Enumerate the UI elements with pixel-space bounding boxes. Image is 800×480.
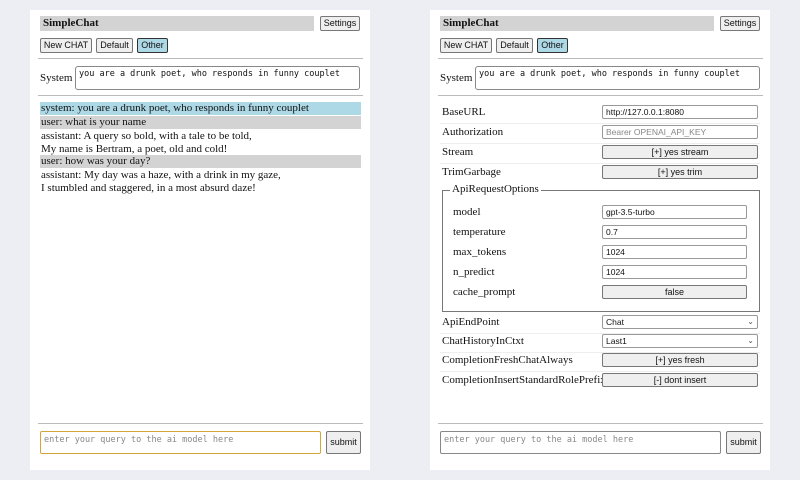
stream-label: Stream bbox=[442, 146, 474, 158]
chat-history-select[interactable]: Last1 ⌄ bbox=[602, 334, 758, 348]
chat-message-system: system: you are a drunk poet, who respon… bbox=[40, 102, 361, 115]
new-chat-button[interactable]: New CHAT bbox=[40, 38, 92, 53]
api-endpoint-label: ApiEndPoint bbox=[442, 316, 500, 328]
query-input[interactable]: enter your query to the ai model here bbox=[440, 431, 721, 454]
divider bbox=[438, 95, 763, 96]
chat-message-assistant: assistant: My day was a haze, with a dri… bbox=[40, 169, 361, 194]
api-request-options-legend: ApiRequestOptions bbox=[450, 183, 541, 195]
system-label: System bbox=[440, 72, 473, 84]
message-line: My name is Bertram, a poet, old and cold… bbox=[41, 142, 228, 155]
message-line: assistant: My day was a haze, with a dri… bbox=[41, 169, 281, 181]
api-request-options-fieldset bbox=[442, 190, 760, 312]
insert-prefix-label: CompletionInsertStandardRolePrefix bbox=[442, 374, 606, 386]
chat-message-user: user: what is your name bbox=[40, 116, 361, 129]
temperature-input[interactable]: 0.7 bbox=[602, 225, 747, 239]
baseurl-input[interactable]: http://127.0.0.1:8080 bbox=[602, 105, 758, 119]
row-divider bbox=[440, 123, 760, 124]
divider bbox=[438, 423, 763, 424]
message-line: I stumbled and staggered, in a most absu… bbox=[41, 181, 256, 194]
insert-prefix-toggle[interactable]: [-] dont insert bbox=[602, 373, 758, 387]
divider bbox=[438, 58, 763, 59]
fresh-chat-toggle[interactable]: [+] yes fresh bbox=[602, 353, 758, 367]
default-button[interactable]: Default bbox=[496, 38, 533, 53]
system-prompt-input[interactable]: you are a drunk poet, who responds in fu… bbox=[475, 66, 760, 90]
query-input[interactable]: enter your query to the ai model here bbox=[40, 431, 321, 454]
row-divider bbox=[440, 143, 760, 144]
chat-message-assistant: assistant: A query so bold, with a tale … bbox=[40, 130, 361, 155]
chat-history-label: ChatHistoryInCtxt bbox=[442, 335, 524, 347]
cache-prompt-label: cache_prompt bbox=[453, 286, 516, 298]
system-label: System bbox=[40, 72, 73, 84]
authorization-input[interactable]: Bearer OPENAI_API_KEY bbox=[602, 125, 758, 139]
chevron-down-icon: ⌄ bbox=[747, 317, 754, 326]
other-button[interactable]: Other bbox=[537, 38, 568, 53]
row-divider bbox=[440, 371, 760, 372]
settings-button[interactable]: Settings bbox=[720, 16, 760, 31]
authorization-label: Authorization bbox=[442, 126, 504, 138]
other-button[interactable]: Other bbox=[137, 38, 168, 53]
row-divider bbox=[440, 333, 760, 334]
n-predict-input[interactable]: 1024 bbox=[602, 265, 747, 279]
baseurl-label: BaseURL bbox=[442, 106, 486, 118]
model-input[interactable]: gpt-3.5-turbo bbox=[602, 205, 747, 219]
stream-toggle[interactable]: [+] yes stream bbox=[602, 145, 758, 159]
divider bbox=[38, 95, 363, 96]
divider bbox=[38, 58, 363, 59]
trimgarbage-label: TrimGarbage bbox=[442, 166, 501, 178]
app-title: SimpleChat bbox=[440, 16, 714, 31]
chat-panel: SimpleChat Settings New CHAT Default Oth… bbox=[30, 10, 370, 470]
message-line: assistant: A query so bold, with a tale … bbox=[41, 130, 252, 142]
divider bbox=[38, 423, 363, 424]
settings-button[interactable]: Settings bbox=[320, 16, 360, 31]
chat-history-value: Last1 bbox=[606, 336, 627, 346]
chat-message-user: user: how was your day? bbox=[40, 155, 361, 168]
model-label: model bbox=[453, 206, 481, 218]
max-tokens-label: max_tokens bbox=[453, 246, 507, 258]
submit-button[interactable]: submit bbox=[726, 431, 761, 454]
chevron-down-icon: ⌄ bbox=[747, 336, 754, 345]
system-prompt-input[interactable]: you are a drunk poet, who responds in fu… bbox=[75, 66, 360, 90]
fresh-chat-label: CompletionFreshChatAlways bbox=[442, 354, 573, 366]
new-chat-button[interactable]: New CHAT bbox=[440, 38, 492, 53]
submit-button[interactable]: submit bbox=[326, 431, 361, 454]
row-divider bbox=[440, 163, 760, 164]
trimgarbage-toggle[interactable]: [+] yes trim bbox=[602, 165, 758, 179]
api-endpoint-value: Chat bbox=[606, 317, 624, 327]
settings-panel: SimpleChat Settings New CHAT Default Oth… bbox=[430, 10, 770, 470]
row-divider bbox=[440, 352, 760, 353]
api-endpoint-select[interactable]: Chat ⌄ bbox=[602, 315, 758, 329]
temperature-label: temperature bbox=[453, 226, 506, 238]
n-predict-label: n_predict bbox=[453, 266, 495, 278]
default-button[interactable]: Default bbox=[96, 38, 133, 53]
max-tokens-input[interactable]: 1024 bbox=[602, 245, 747, 259]
app-title: SimpleChat bbox=[40, 16, 314, 31]
cache-prompt-toggle[interactable]: false bbox=[602, 285, 747, 299]
